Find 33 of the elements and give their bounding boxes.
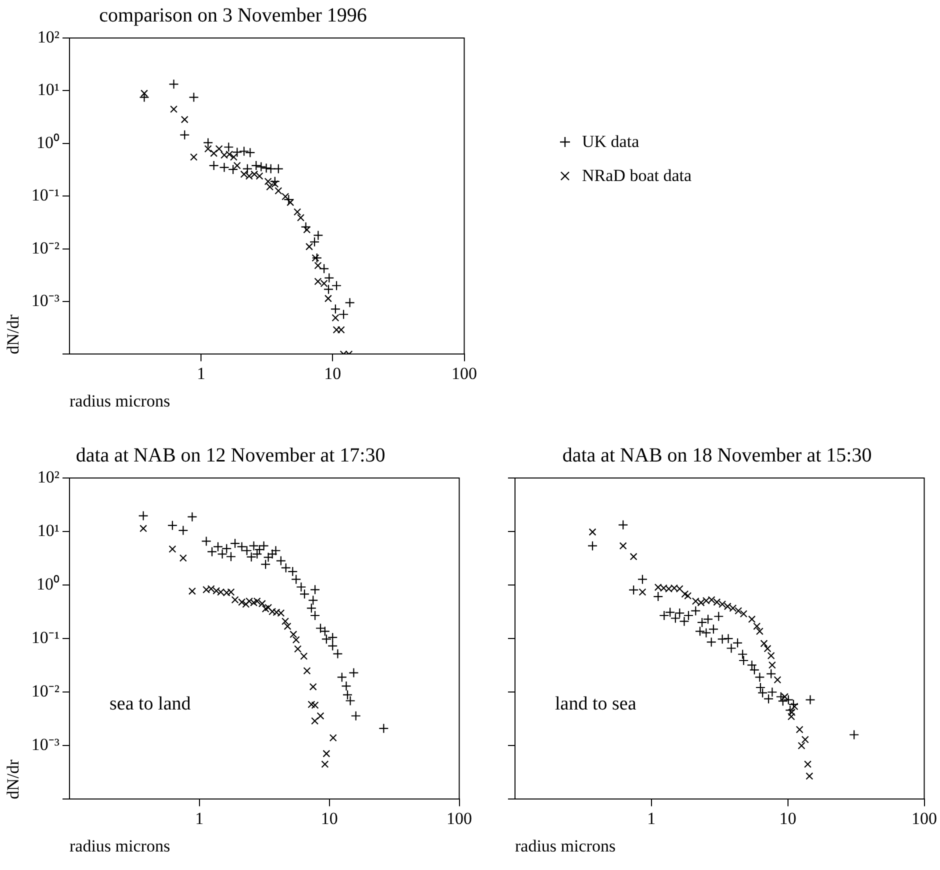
y-tick-label: 10² xyxy=(37,467,60,486)
y-tick-label: 10⁻³ xyxy=(31,735,60,754)
chart-title: data at NAB on 18 November at 15:30 xyxy=(562,444,872,466)
annotation: land to sea xyxy=(555,693,637,714)
chart-title: data at NAB on 12 November at 17:30 xyxy=(76,444,386,466)
y-tick-label: 10⁻² xyxy=(31,682,60,701)
x-tick-label: 100 xyxy=(446,808,472,828)
x-tick-label: 10 xyxy=(324,364,342,383)
y-tick-label: 10² xyxy=(37,27,60,46)
legend-label: UK data xyxy=(582,132,640,152)
chart-title: comparison on 3 November 1996 xyxy=(99,4,367,26)
y-tick-label: 10⁻¹ xyxy=(31,186,60,205)
x-tick-label: 10 xyxy=(779,808,796,828)
annotation: sea to land xyxy=(109,693,192,714)
y-tick-label: 10¹ xyxy=(37,521,60,540)
y-tick-label: 10⁰ xyxy=(36,574,60,594)
y-tick-label: 10⁰ xyxy=(36,132,60,152)
y-axis-title: dN/dr xyxy=(4,759,23,800)
x-tick-label: 100 xyxy=(452,364,477,383)
legend-label: NRaD boat data xyxy=(582,166,692,186)
x-tick-label: 100 xyxy=(912,808,937,828)
y-axis-title: dN/dr xyxy=(4,314,23,354)
y-tick-label: 10⁻¹ xyxy=(31,628,60,648)
x-tick-label: 1 xyxy=(647,808,656,828)
x-tick-label: 1 xyxy=(195,808,204,828)
x-axis-title: radius microns xyxy=(69,391,170,410)
y-tick-label: 10¹ xyxy=(37,80,60,100)
y-tick-label: 10⁻³ xyxy=(31,290,60,310)
x-tick-label: 1 xyxy=(196,364,206,383)
x-axis-title: radius microns xyxy=(515,836,616,856)
y-tick-label: 10⁻² xyxy=(31,238,60,258)
x-axis-title: radius microns xyxy=(69,836,170,856)
x-tick-label: 10 xyxy=(320,808,338,828)
